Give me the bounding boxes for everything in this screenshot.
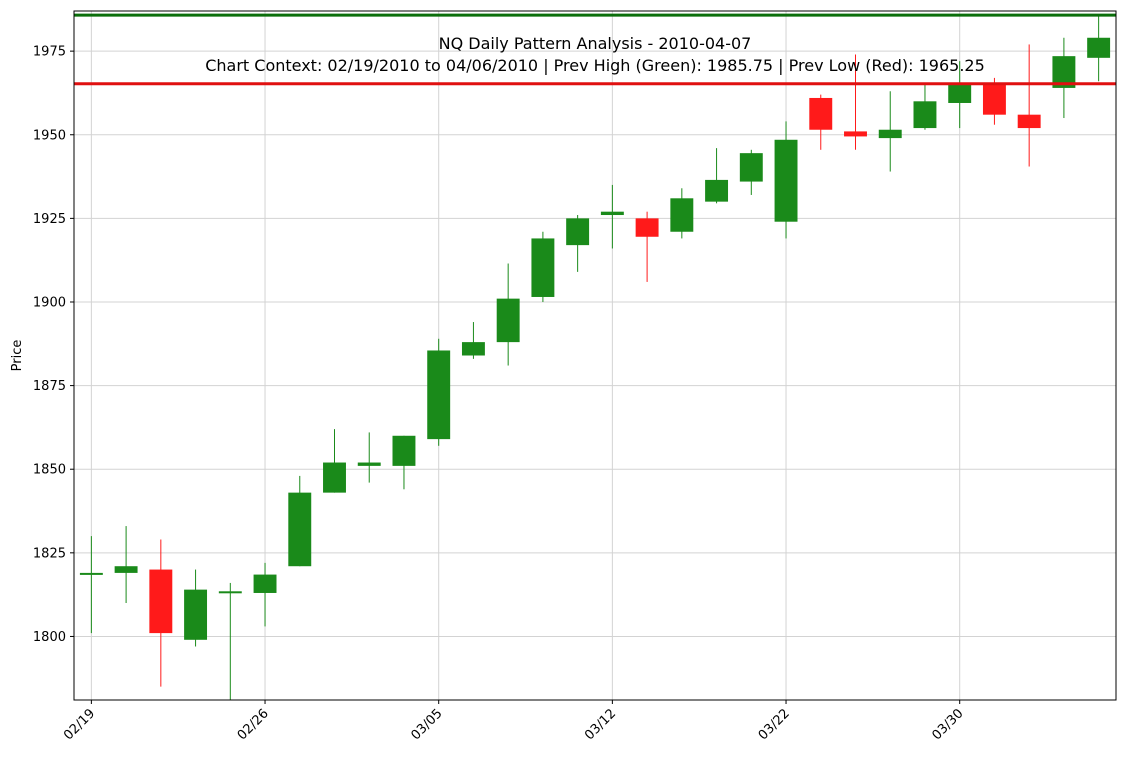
level-layer [74, 13, 1116, 86]
candle-body [739, 153, 763, 182]
y-tick-label: 1825 [33, 546, 66, 561]
candle-layer [79, 14, 1111, 700]
candle-body [427, 350, 451, 440]
candle-body [79, 572, 103, 575]
candle-body [600, 211, 624, 216]
plot-frame [73, 10, 1117, 701]
candle-body [913, 101, 937, 129]
candle-body [774, 139, 798, 222]
y-tick-label: 1800 [33, 630, 66, 645]
candle-body [809, 97, 833, 130]
y-axis-label: Price [10, 340, 25, 372]
candle-body [357, 462, 381, 466]
chart-subtitle: Chart Context: 02/19/2010 to 04/06/2010 … [205, 56, 985, 75]
candle-body [948, 82, 972, 103]
candle-body [635, 218, 659, 237]
candle-body [670, 198, 694, 232]
y-tick-label: 1850 [33, 463, 66, 478]
candle-body [461, 342, 485, 356]
candle-body [844, 131, 867, 137]
candle-body [531, 238, 555, 297]
candle-body [184, 589, 208, 640]
y-tick-label: 1875 [33, 379, 66, 394]
candle-body [253, 574, 277, 593]
candle-body [1087, 37, 1111, 58]
candle-body [1052, 56, 1076, 88]
candle-body [566, 218, 590, 246]
candle-body [705, 179, 729, 202]
candle-body [149, 569, 173, 634]
candle-body [392, 435, 416, 466]
y-tick-label: 1975 [33, 45, 66, 60]
candle-body [114, 566, 138, 573]
y-tick-label: 1950 [33, 128, 66, 143]
y-tick-label: 1900 [33, 295, 66, 310]
candle-body [496, 298, 520, 343]
grid-layer [74, 11, 1116, 700]
candle-body [288, 492, 312, 567]
candle-body [878, 129, 902, 139]
candle-body [1017, 114, 1041, 129]
candle-body [982, 84, 1006, 115]
candle-body [218, 591, 242, 594]
chart-title: NQ Daily Pattern Analysis - 2010-04-07 [439, 34, 752, 53]
candle-body [323, 462, 346, 493]
y-tick-label: 1925 [33, 212, 66, 227]
